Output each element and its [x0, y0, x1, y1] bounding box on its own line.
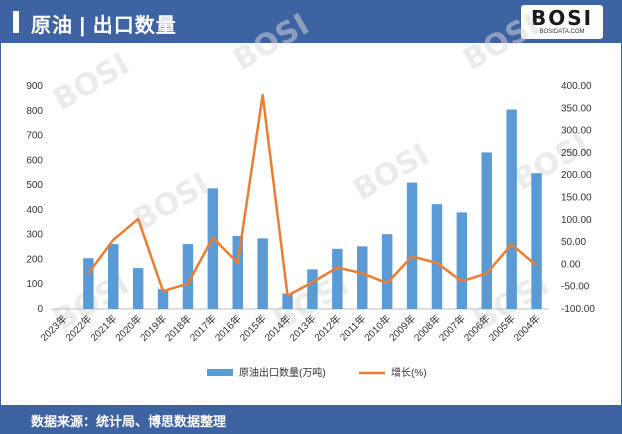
- x-tick-label: 2017年: [187, 312, 219, 344]
- x-tick-label: 2010年: [361, 312, 393, 344]
- chart-area: BOSIBOSIBOSIBOSIBOSIBOSIBOSIBOSIBOSI 010…: [26, 7, 596, 379]
- data-source: 数据来源：统计局、博思数据整理: [31, 414, 227, 429]
- bar: [481, 152, 492, 309]
- bar: [381, 234, 393, 309]
- x-tick-label: 2016年: [212, 312, 244, 344]
- y-right-tick: 50.00: [561, 237, 586, 248]
- bar: [132, 268, 144, 309]
- x-tick-label: 2008年: [411, 312, 443, 344]
- y-right-tick: 350.00: [561, 103, 592, 114]
- legend-line-label: 增长(%): [391, 366, 427, 379]
- watermark-logo: BOSI: [228, 7, 316, 78]
- y-right-tick: 150.00: [561, 193, 592, 204]
- y-left-tick: 500: [26, 180, 43, 191]
- bar: [506, 109, 517, 310]
- bar: [431, 204, 443, 309]
- legend: 原油出口数量(万吨) 增长(%): [207, 366, 427, 379]
- y-left-tick: 100: [26, 279, 43, 290]
- bar: [357, 246, 368, 309]
- title-accent: [13, 11, 19, 33]
- x-tick-label: 2019年: [137, 312, 169, 344]
- y-left-tick: 200: [26, 254, 43, 265]
- page-title: 原油 | 出口数量: [31, 15, 177, 37]
- bar: [83, 258, 94, 309]
- growth-line: [87, 93, 538, 297]
- y-left-tick: 900: [26, 81, 43, 92]
- logo-name: BOSI: [530, 6, 594, 30]
- x-tick-label: 2011年: [337, 312, 368, 343]
- x-tick-label: 2007年: [436, 312, 468, 344]
- bosi-logo: BOSI BOSIDATA.COM: [521, 5, 603, 39]
- y-left-tick: 300: [26, 230, 43, 241]
- y-left-tick: 700: [26, 131, 43, 142]
- watermark-logo: BOSI: [458, 7, 546, 78]
- y-right-tick: 400.00: [561, 81, 592, 92]
- legend-bar-label: 原油出口数量(万吨): [239, 366, 326, 379]
- y-right-tick: 250.00: [561, 148, 592, 159]
- bar: [232, 235, 243, 309]
- x-tick-label: 2018年: [162, 312, 194, 344]
- y-right-tick: 300.00: [561, 126, 592, 137]
- watermark-logo: BOSI: [508, 127, 596, 198]
- y-right-tick: -50.00: [561, 282, 590, 293]
- header-bar: 原油 | 出口数量 BOSI BOSIDATA.COM: [1, 1, 621, 43]
- bar: [157, 289, 169, 309]
- logo-site: BOSIDATA.COM: [539, 29, 585, 35]
- bar: [182, 244, 194, 309]
- y-left-tick: 0: [37, 304, 43, 315]
- bar: [531, 173, 542, 309]
- watermark-logo: BOSI: [348, 137, 436, 208]
- bar: [456, 212, 468, 309]
- bar: [307, 269, 318, 309]
- bar-series: [83, 109, 542, 310]
- y-right-tick: -100.00: [561, 304, 595, 315]
- y-right-tick: 0.00: [561, 259, 581, 270]
- y-left-tick: 800: [26, 106, 43, 117]
- bar: [257, 238, 268, 309]
- bar: [332, 248, 343, 309]
- footer-bar: 数据来源：统计局、博思数据整理: [1, 405, 621, 433]
- x-tick-label: 2015年: [237, 312, 269, 344]
- y-left-tick: 600: [26, 155, 43, 166]
- y-left-tick: 400: [26, 205, 43, 216]
- bar: [282, 293, 293, 309]
- bar: [207, 188, 219, 309]
- bar: [406, 182, 418, 309]
- x-tick-label: 2020年: [112, 312, 144, 344]
- line-series: [87, 93, 538, 297]
- legend-bar-swatch: [207, 369, 233, 376]
- x-tick-label: 2009年: [386, 312, 418, 344]
- watermark-logo: BOSI: [48, 47, 136, 118]
- bar: [108, 244, 119, 309]
- y-right-tick: 200.00: [561, 170, 592, 181]
- y-right-tick: 100.00: [561, 215, 592, 226]
